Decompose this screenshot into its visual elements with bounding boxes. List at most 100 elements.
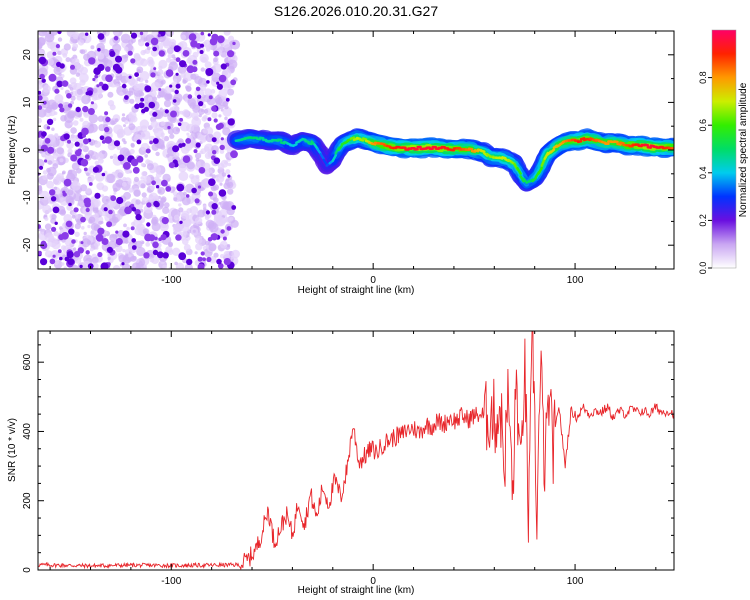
noise-speck-strong (146, 222, 151, 227)
noise-speck (213, 252, 219, 258)
y-tick-label: 0 (22, 147, 33, 153)
noise-speck-strong (162, 252, 169, 259)
noise-speck (181, 196, 191, 206)
noise-speck (88, 216, 96, 224)
noise-speck (92, 207, 99, 214)
snr-x-label: Height of straight line (km) (298, 585, 415, 596)
noise-speck-strong (213, 118, 218, 123)
noise-speck (87, 224, 91, 229)
noise-speck (219, 138, 228, 147)
noise-speck (189, 206, 199, 215)
noise-speck-strong (227, 174, 231, 178)
noise-speck-strong (46, 126, 51, 130)
noise-speck (59, 197, 64, 201)
noise-speck-strong (83, 167, 88, 172)
noise-speck (225, 216, 231, 223)
noise-speck-strong (130, 58, 136, 64)
noise-speck (166, 31, 172, 35)
noise-speck (62, 170, 66, 175)
noise-speck (184, 263, 193, 269)
noise-speck-strong (168, 162, 175, 169)
noise-speck (218, 88, 228, 98)
noise-speck-strong (80, 216, 86, 223)
noise-speck (180, 34, 187, 41)
noise-speck (136, 66, 144, 74)
noise-speck (195, 236, 203, 244)
noise-speck-strong (208, 95, 213, 100)
noise-speck (59, 158, 64, 163)
noise-speck-strong (94, 192, 101, 199)
noise-speck (166, 57, 171, 63)
snr-background (38, 331, 674, 570)
noise-speck-strong (49, 258, 56, 265)
noise-speck (152, 96, 158, 102)
noise-speck-strong (124, 95, 129, 100)
noise-speck (50, 250, 60, 260)
noise-speck (183, 244, 191, 251)
noise-speck (225, 178, 230, 182)
noise-speck-strong (113, 35, 119, 41)
noise-speck-strong (55, 44, 61, 49)
noise-speck (219, 182, 223, 186)
noise-speck (123, 223, 127, 228)
noise-speck (112, 182, 121, 192)
noise-speck-strong (44, 159, 48, 163)
noise-speck (166, 47, 174, 55)
noise-speck (227, 88, 235, 96)
noise-speck (172, 247, 181, 256)
noise-speck-strong (77, 148, 82, 153)
noise-speck (94, 141, 102, 148)
noise-speck (173, 78, 178, 83)
noise-speck-strong (206, 256, 212, 263)
noise-speck-strong (152, 46, 157, 52)
noise-speck-strong (63, 178, 72, 187)
noise-speck (70, 95, 76, 101)
noise-speck (223, 201, 232, 211)
noise-speck-strong (200, 31, 205, 36)
noise-speck-strong (66, 93, 72, 99)
noise-speck (121, 181, 127, 187)
noise-speck (149, 257, 155, 263)
noise-speck (60, 262, 65, 266)
noise-speck (121, 113, 126, 117)
noise-speck (206, 47, 211, 52)
noise-speck-strong (97, 227, 105, 235)
noise-speck (96, 182, 105, 191)
noise-speck-strong (197, 185, 202, 189)
noise-speck-strong (105, 66, 111, 72)
noise-speck-strong (124, 206, 132, 215)
noise-speck (167, 214, 172, 218)
noise-speck (81, 94, 91, 105)
noise-speck (225, 169, 231, 175)
noise-speck-strong (68, 202, 72, 207)
noise-speck (211, 112, 218, 119)
noise-speck-strong (115, 238, 123, 246)
noise-speck (134, 96, 142, 104)
noise-speck (38, 185, 43, 192)
noise-speck-strong (38, 95, 43, 101)
noise-speck (124, 54, 129, 59)
noise-speck-strong (177, 122, 182, 127)
noise-speck (90, 196, 97, 202)
ridge-segment (349, 136, 356, 140)
noise-speck-strong (101, 172, 106, 177)
ridge-segment (301, 137, 307, 142)
noise-speck-strong (57, 249, 62, 254)
ridge-segment (537, 166, 544, 175)
noise-speck-strong (158, 88, 162, 91)
noise-speck-strong (42, 100, 47, 105)
noise-speck (67, 189, 74, 196)
noise-speck (91, 256, 99, 264)
noise-speck-strong (217, 263, 224, 269)
noise-speck (197, 161, 201, 165)
noise-speck (172, 223, 183, 234)
noise-speck (230, 219, 239, 228)
ridge-segment (361, 137, 368, 141)
noise-speck-strong (121, 83, 127, 89)
noise-speck (116, 145, 122, 151)
noise-speck (183, 219, 191, 227)
colorbar-label: Normalized spectral amplitude (738, 82, 749, 217)
noise-speck (61, 245, 66, 251)
noise-speck (72, 120, 79, 126)
noise-speck-strong (139, 31, 144, 36)
